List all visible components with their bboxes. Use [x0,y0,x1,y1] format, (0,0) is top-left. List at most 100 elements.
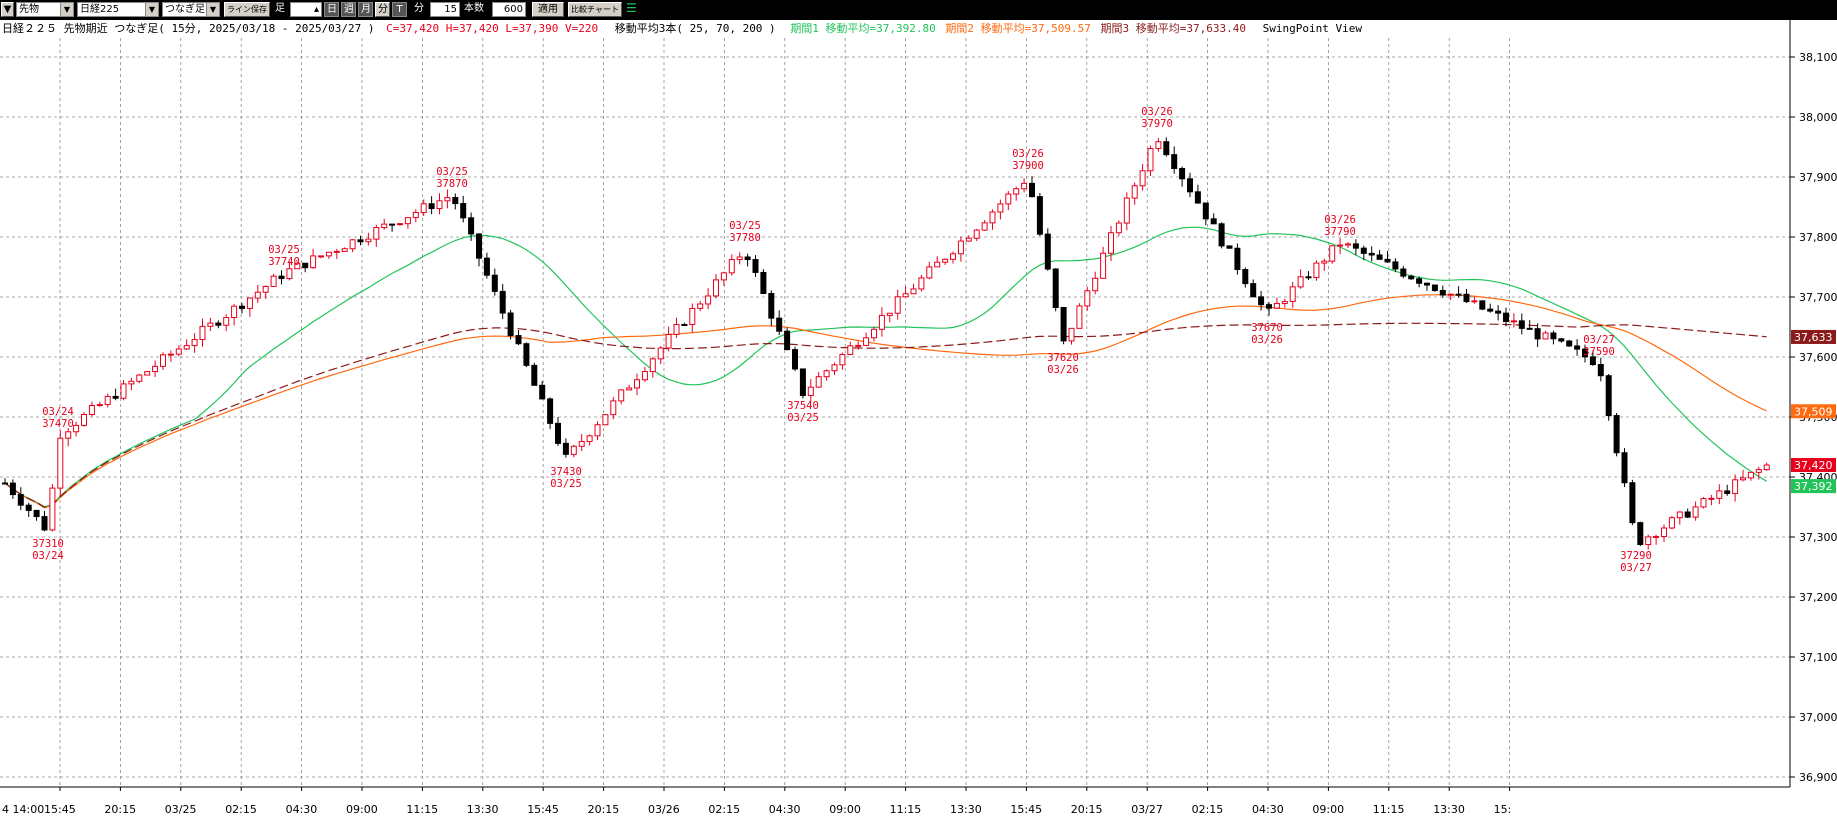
swing-price-label: 37590 [1583,346,1615,358]
candle-body [1747,471,1754,479]
candle-body [1597,364,1604,377]
day-button[interactable]: 日 [324,2,339,17]
candle-body [942,258,949,263]
month-button[interactable]: 月 [358,2,373,17]
candle-body [815,376,822,388]
x-tick-label: 15:45 [44,803,76,816]
candle-body [673,324,680,335]
candle-body [286,268,293,280]
candle-body [1732,479,1739,494]
tick-button[interactable]: T [392,2,407,17]
candle-body [594,424,601,437]
candle-body [1479,300,1486,310]
minute-input[interactable]: 15 [430,2,460,17]
candle-body [1131,185,1138,199]
candle-body [1510,320,1517,323]
candle-body [1392,261,1399,270]
candle-body [934,261,941,268]
week-button[interactable]: 週 [341,2,356,17]
x-tick-label: 03/26 [648,803,680,816]
minute-button[interactable]: 分 [375,2,390,17]
candle-body [792,349,798,370]
swing-price-label: 37470 [42,418,74,430]
count-input[interactable]: 600 [492,2,526,17]
candle-body [1139,170,1146,187]
candle-body [231,305,238,319]
candle-body [586,435,593,442]
candle-body [1384,258,1391,263]
swing-date-label: 03/25 [729,220,761,232]
candle-body [318,255,324,258]
candle-body [602,414,609,426]
candle-body [997,203,1004,213]
candle-body [160,354,166,367]
candle-body [555,422,561,444]
ma1-info: 期間1 移動平均=37,392.80 [790,22,936,35]
candles [2,137,1770,550]
candle-body [262,285,269,293]
candle-body [1692,506,1699,518]
candle-body [1755,469,1762,473]
swing-date-label: 03/24 [32,550,64,562]
x-tick-label: 15: [1494,803,1512,816]
candle-body [254,291,261,299]
instrument-value: 日経225 [80,4,120,15]
indicator-icon[interactable]: ☰ [626,2,637,15]
y-tick-label: 37,200 [1799,591,1837,604]
x-tick-label: 04:30 [1252,803,1284,816]
candle-body [41,516,48,531]
candle-body [1661,527,1667,537]
candle-body [578,440,585,447]
candle-body [1242,269,1249,285]
candle-body [1684,511,1691,518]
chart-mode-select[interactable]: つなぎ足 ▼ [162,2,220,17]
candle-body [713,279,719,297]
candle-body [989,211,996,224]
swing-date-label: 03/25 [436,166,468,178]
swing-date-label: 03/26 [1141,106,1173,118]
candle-body [294,262,301,270]
save-line-button[interactable]: ライン保存 [224,2,270,17]
candle-body [397,223,403,226]
candle-body [1005,193,1012,205]
candle-body [428,203,435,210]
menu-dropdown-button[interactable]: ▼ [1,2,14,17]
apply-button[interactable]: 適用 [532,2,564,17]
candle-body [239,305,245,309]
candle-body [341,248,348,252]
candle-body [9,482,16,496]
compare-chart-button[interactable]: 比較チャート [568,2,622,17]
candle-body [436,200,443,210]
x-tick-label: 02:15 [1192,803,1224,816]
bar-label: 足 [275,3,285,14]
y-tick-label: 37,100 [1799,651,1837,664]
y-tick-label: 37,700 [1799,291,1837,304]
candle-body [1297,276,1304,288]
candle-body [1376,254,1383,260]
candle-body [752,259,759,273]
candle-body [720,272,727,281]
candle-body [855,344,862,347]
swing-price-label: 37670 [1251,322,1283,334]
candle-body [1455,293,1462,296]
candle-body [1100,252,1107,279]
swing-date-label: 03/26 [1047,364,1079,376]
x-tick-label: 02:15 [225,803,257,816]
bar-count-input[interactable]: ▴ [290,2,322,17]
x-tick-label: 03/27 [1131,803,1163,816]
candle-body [357,239,364,243]
candle-body [1194,191,1201,204]
instrument-select[interactable]: 日経225 ▼ [77,2,159,17]
candle-body [1202,202,1209,220]
x-tick-label: 09:00 [829,803,861,816]
candle-body [823,370,830,378]
candle-body [215,322,222,326]
category-select[interactable]: 先物 ▼ [16,2,74,17]
candle-body [1155,141,1162,150]
candle-body [957,240,964,255]
candle-body [1171,154,1178,170]
price-value-tag-label: 37,420 [1794,459,1833,472]
candle-body [73,424,80,433]
x-tick-label: 15:45 [1010,803,1042,816]
